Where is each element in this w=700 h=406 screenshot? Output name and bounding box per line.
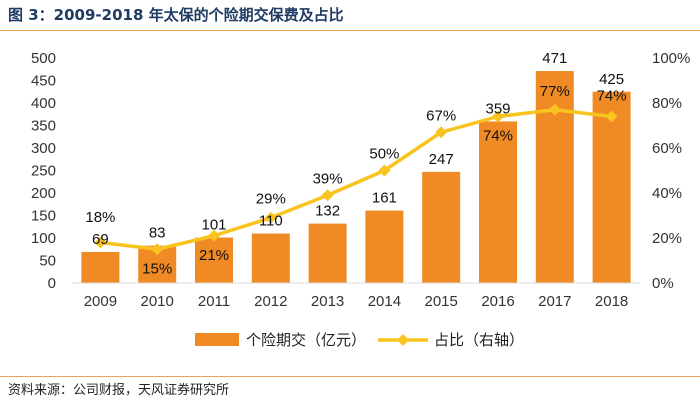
bar-value-label: 101 [201,217,226,234]
figure-title: 图 3：2009-2018 年太保的个险期交保费及占比 [8,6,344,24]
bar-2015 [422,171,461,283]
line-marker-2015 [435,126,448,139]
line-data-labels: 18% 15% 21% 29% 39% 50% 67% 74% 77% 74% [85,83,626,278]
y-right-tick-label: 40% [652,185,682,202]
source-note: 资料来源：公司财报，天风证券研究所 [8,383,230,398]
y-right-tick-label: 60% [652,140,682,157]
x-tick-label: 2009 [84,293,117,310]
x-tick-label: 2011 [198,293,230,310]
line-marker-2014 [378,164,391,177]
line-value-label: 21% [199,247,229,264]
bar-value-label: 83 [149,225,166,242]
line-value-label: 29% [256,191,286,208]
y-right-axis: 0% 20% 40% 60% 80% 100% [652,50,690,292]
x-tick-label: 2013 [311,293,344,310]
line-marker-2013 [321,189,334,202]
bar-value-label: 69 [92,231,109,248]
line-path [100,108,612,251]
line-value-label: 39% [313,170,343,187]
y-left-tick-label: 150 [31,208,56,225]
y-left-tick-label: 350 [31,118,56,135]
bar-value-label: 247 [429,151,454,168]
line-value-label: 74% [597,88,627,105]
bar-2017 [535,71,574,283]
line-value-label: 77% [540,83,570,100]
bar-2014 [365,210,404,283]
line-marker-2012 [264,211,277,224]
x-tick-label: 2018 [595,293,628,310]
line-value-label: 50% [369,146,399,163]
line-marker-2009 [94,236,107,249]
legend-bar-swatch [195,333,239,346]
line-marker-2017 [548,103,561,116]
bar-2011 [195,237,233,283]
bar-value-label: 425 [599,71,624,88]
y-right-tick-label: 100% [652,50,690,67]
line-series [94,103,618,256]
bar-2012 [251,233,290,283]
y-right-tick-label: 20% [652,230,682,247]
title-divider [0,30,700,31]
y-left-tick-label: 50 [39,253,56,270]
bar-data-labels: 69 83 101 110 132 161 247 359 471 425 [92,50,624,248]
bar-value-label: 471 [542,50,567,67]
bar-2009 [81,251,120,283]
bar-series [81,71,631,283]
x-tick-label: 2012 [254,293,287,310]
x-axis: 2009 2010 2011 2012 2013 2014 2015 2016 2017 2018 [72,282,640,310]
line-marker-2018 [605,110,618,123]
line-marker-2011 [208,229,220,242]
source-divider [0,376,700,377]
line-value-label: 74% [483,128,513,145]
bar-value-label: 161 [372,190,397,207]
y-left-tick-label: 0 [48,275,56,292]
x-tick-label: 2014 [368,293,401,310]
legend-bar-label: 个险期交（亿元） [246,331,366,349]
x-tick-label: 2017 [538,293,571,310]
bar-value-label: 132 [315,203,340,220]
line-value-label: 15% [142,260,172,277]
line-marker-2016 [492,110,504,123]
bar-2013 [308,223,347,283]
y-left-tick-label: 450 [31,73,56,90]
y-left-tick-label: 300 [31,140,56,157]
bar-2018 [592,91,631,283]
chart: 0 50 100 150 200 250 300 350 400 450 500 0% 20% 40% 6… [31,50,690,349]
x-tick-label: 2016 [481,293,514,310]
legend: 个险期交（亿元） 占比（右轴） [195,331,524,349]
line-value-label: 18% [85,209,115,226]
x-tick-label: 2010 [141,293,174,310]
x-tick-label: 2015 [425,293,458,310]
line-value-label: 67% [426,107,456,124]
y-right-tick-label: 0% [652,275,674,292]
y-right-tick-label: 80% [652,95,682,112]
y-left-tick-label: 500 [31,50,56,67]
bar-value-label: 110 [259,213,283,230]
y-left-tick-label: 400 [31,95,56,112]
legend-line-marker [397,334,409,346]
line-marker-2010 [151,243,164,256]
y-left-tick-label: 200 [31,185,56,202]
y-left-tick-label: 100 [31,230,56,247]
legend-line-label: 占比（右轴） [434,332,524,349]
y-left-axis: 0 50 100 150 200 250 300 350 400 450 500 [31,50,56,292]
bar-value-label: 359 [485,100,510,117]
bar-2016 [479,121,517,283]
y-left-tick-label: 250 [31,163,56,180]
